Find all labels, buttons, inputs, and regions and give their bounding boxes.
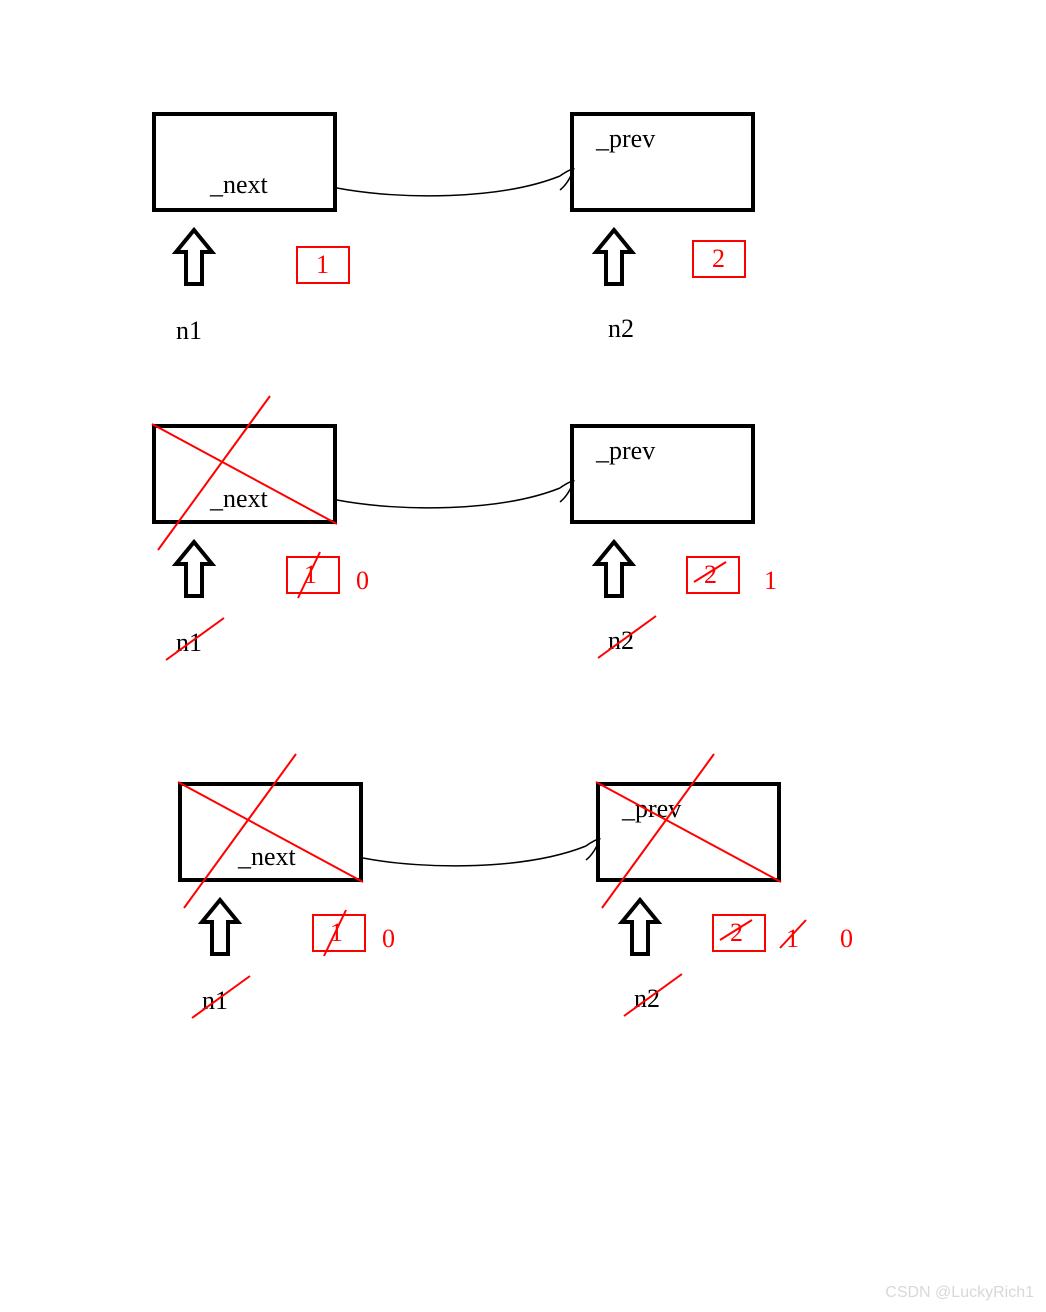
refcount-oldvalue-n2-row2: 2 (704, 560, 717, 590)
node-next-label-row3: _next (238, 842, 296, 872)
node-prev-label-row2: _prev (596, 436, 655, 466)
ptr-label-n2-row2: n2 (608, 626, 634, 656)
refcount-value-n2-row1: 2 (712, 244, 725, 274)
refcount-oldvalue-n2-row3: 2 (730, 918, 743, 948)
refcount-value-n1-row1: 1 (316, 250, 329, 280)
ptr-label-n1-row3: n1 (202, 986, 228, 1016)
refcount-newvalue-n2-row3: 0 (840, 924, 853, 954)
refcount-newvalue-n1-row3: 0 (382, 924, 395, 954)
node-prev-label-row1: _prev (596, 124, 655, 154)
node-next-label-row1: _next (210, 170, 268, 200)
watermark-text: CSDN @LuckyRich1 (885, 1284, 1034, 1302)
ptr-label-n2-row1: n2 (608, 314, 634, 344)
diagram-canvas: _next _prev 1 2 n1 n2 _next _prev 1 0 2 … (0, 0, 1046, 1312)
ptr-label-n1-row1: n1 (176, 316, 202, 346)
ptr-label-n1-row2: n1 (176, 628, 202, 658)
refcount-oldvalue-n1-row2: 1 (304, 560, 317, 590)
node-next-label-row2: _next (210, 484, 268, 514)
ptr-label-n2-row3: n2 (634, 984, 660, 1014)
refcount-oldvalue-n1-row3: 1 (330, 918, 343, 948)
refcount-midvalue-n2-row3: 1 (786, 924, 799, 954)
node-prev-label-row3: _prev (622, 794, 681, 824)
refcount-newvalue-n2-row2: 1 (764, 566, 777, 596)
refcount-newvalue-n1-row2: 0 (356, 566, 369, 596)
